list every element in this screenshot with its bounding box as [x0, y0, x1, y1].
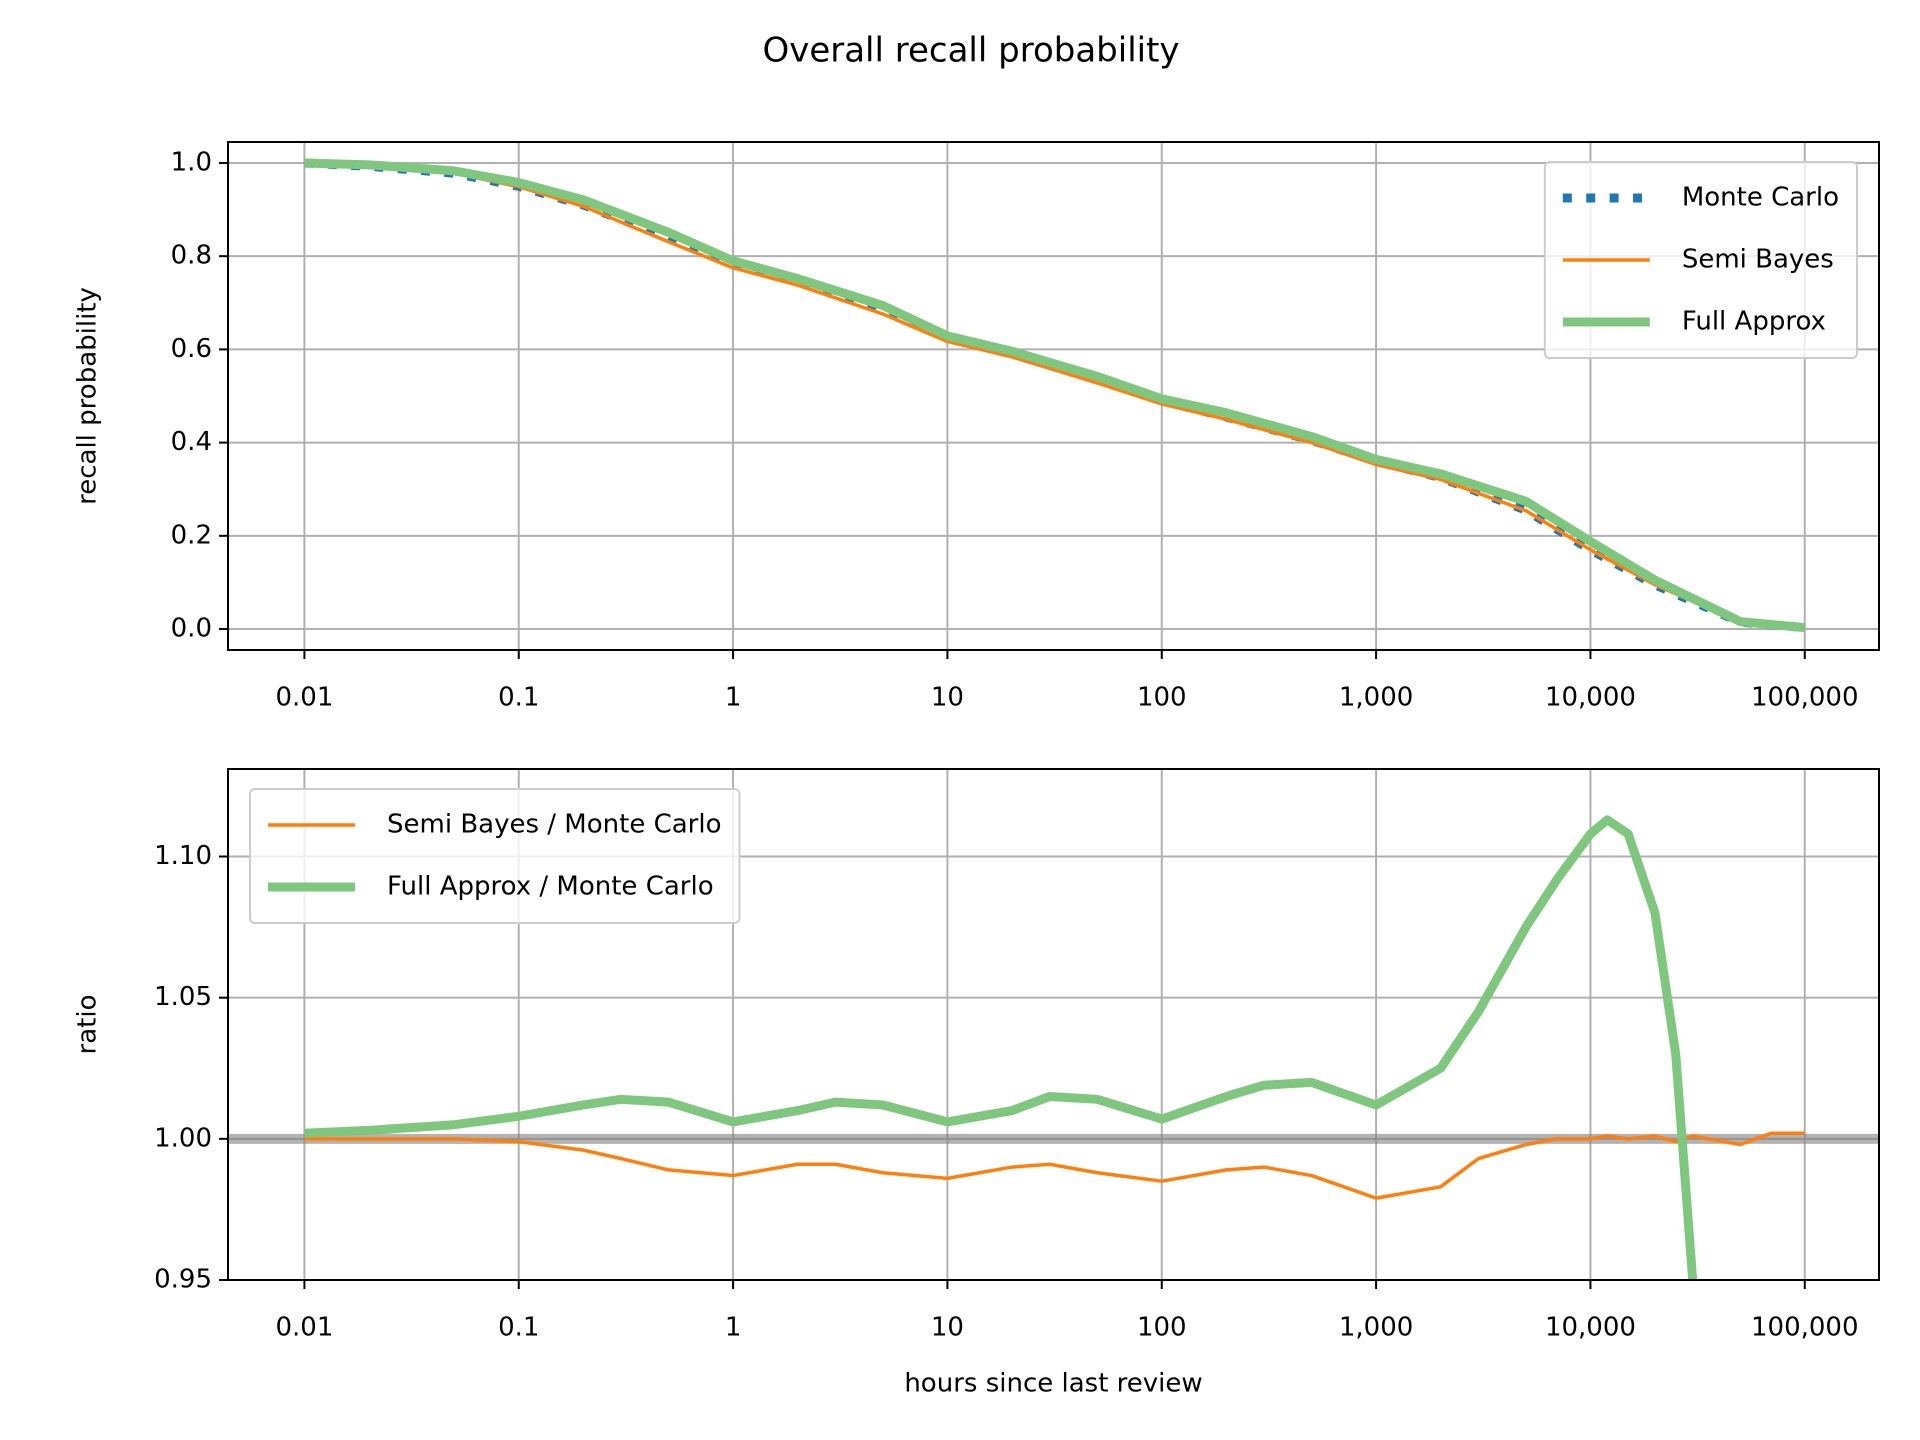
x-tick-label: 0.01	[275, 683, 333, 713]
y-tick-label: 0.6	[171, 334, 212, 364]
x-tick-label: 0.1	[498, 1313, 539, 1343]
y-axis-label: ratio	[73, 995, 103, 1055]
plot-area	[304, 158, 1806, 633]
y-tick-label: 0.4	[171, 427, 212, 457]
y-tick-label: 0.0	[171, 614, 212, 644]
y-tick-label: 0.95	[154, 1265, 212, 1295]
x-tick-label: 100	[1137, 1313, 1187, 1343]
x-tick-label: 0.01	[275, 1313, 333, 1343]
x-tick-label: 100,000	[1751, 1313, 1859, 1343]
y-tick-label: 0.2	[171, 520, 212, 550]
x-tick-label: 10	[931, 683, 964, 713]
x-tick-label: 1	[725, 683, 742, 713]
x-tick-label: 10	[931, 1313, 964, 1343]
x-tick-label: 1,000	[1339, 683, 1413, 713]
y-tick-label: 1.05	[154, 982, 212, 1012]
x-axis-label: hours since last review	[904, 1369, 1202, 1399]
series-line	[304, 158, 1806, 633]
y-tick-label: 1.00	[154, 1123, 212, 1153]
x-tick-label: 1,000	[1339, 1313, 1413, 1343]
y-tick-label: 1.10	[154, 841, 212, 871]
legend-box	[1543, 161, 1858, 359]
legend-box	[249, 788, 741, 924]
x-tick-label: 1	[725, 1313, 742, 1343]
x-tick-label: 0.1	[498, 683, 539, 713]
legend-label: Semi Bayes	[1682, 245, 1834, 275]
axes-frame	[227, 768, 1880, 1281]
y-axis-label: recall probability	[73, 287, 103, 505]
y-tick-label: 1.0	[171, 147, 212, 177]
figure-title: Overall recall probability	[762, 31, 1179, 71]
x-tick-label: 10,000	[1545, 1313, 1636, 1343]
x-tick-label: 100,000	[1751, 683, 1859, 713]
legend-label: Full Approx	[1682, 307, 1826, 337]
y-tick-label: 0.8	[171, 241, 212, 271]
x-tick-label: 100	[1137, 683, 1187, 713]
plot-area	[304, 815, 1805, 1280]
legend-label: Semi Bayes / Monte Carlo	[387, 810, 721, 840]
series-line	[304, 1131, 1805, 1200]
legend-label: Monte Carlo	[1682, 183, 1839, 213]
series-line	[304, 815, 1698, 1280]
x-tick-label: 10,000	[1545, 683, 1636, 713]
legend: Monte Carlo Semi Bayes Full Approx	[1543, 161, 1858, 359]
series-line	[304, 161, 1805, 630]
axes-frame	[227, 141, 1880, 651]
legend-label: Full Approx / Monte Carlo	[387, 872, 714, 902]
legend: Semi Bayes / Monte Carlo Full Approx / Mo…	[249, 788, 741, 924]
